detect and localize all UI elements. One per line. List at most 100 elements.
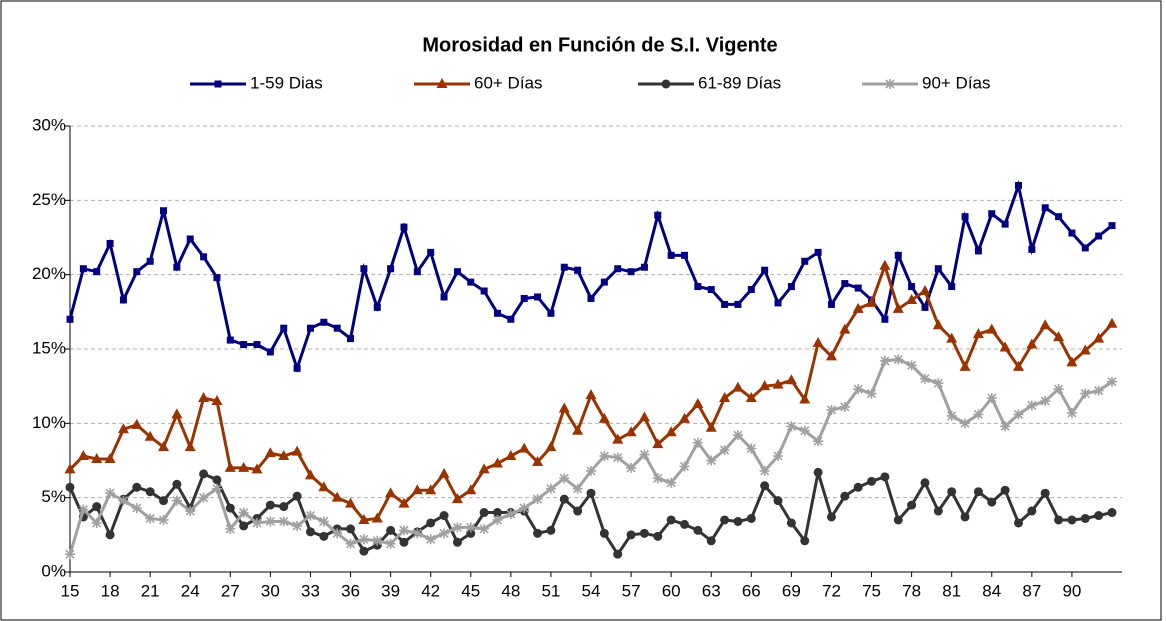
x-tick-label: 69 — [782, 581, 801, 600]
marker — [518, 442, 530, 453]
marker — [946, 332, 958, 343]
marker — [652, 473, 663, 484]
x-tick-label: 36 — [341, 581, 360, 600]
marker — [265, 516, 276, 527]
marker — [734, 300, 742, 308]
marker — [159, 496, 169, 506]
marker — [681, 251, 689, 259]
marker — [1013, 518, 1023, 528]
y-tick-label: 5% — [41, 487, 66, 506]
marker — [491, 457, 503, 468]
marker — [144, 430, 156, 441]
marker — [372, 535, 383, 546]
marker — [906, 360, 917, 371]
marker — [866, 296, 878, 307]
marker — [1054, 515, 1064, 525]
marker — [721, 300, 729, 308]
marker — [440, 293, 448, 301]
marker — [131, 503, 142, 514]
marker — [1066, 407, 1077, 418]
marker — [747, 286, 755, 294]
marker — [772, 378, 784, 389]
marker — [786, 421, 797, 432]
marker — [505, 450, 517, 461]
marker — [933, 378, 944, 389]
marker — [586, 488, 596, 498]
marker — [572, 483, 583, 494]
marker — [291, 445, 303, 456]
marker — [105, 530, 115, 540]
marker — [1066, 356, 1078, 367]
marker — [558, 402, 570, 413]
legend-label: 1-59 Dias — [250, 73, 323, 92]
marker — [293, 364, 301, 372]
marker — [331, 491, 343, 502]
marker — [614, 265, 622, 273]
marker — [79, 265, 87, 273]
marker — [692, 437, 703, 448]
marker — [413, 268, 421, 276]
marker — [866, 388, 877, 399]
marker — [240, 341, 248, 349]
marker — [213, 274, 221, 282]
marker — [345, 538, 356, 549]
marker — [986, 393, 997, 404]
x-tick-label: 30 — [261, 581, 280, 600]
marker — [665, 426, 677, 437]
marker — [533, 528, 543, 538]
marker — [546, 525, 556, 535]
x-tick-label: 90 — [1062, 581, 1081, 600]
marker — [639, 528, 649, 538]
x-tick-label: 60 — [662, 581, 681, 600]
marker — [117, 423, 129, 434]
marker — [371, 512, 383, 523]
marker — [359, 546, 369, 556]
marker — [158, 514, 169, 525]
marker — [705, 421, 717, 432]
marker — [813, 467, 823, 477]
marker — [586, 465, 596, 476]
marker — [252, 517, 263, 528]
legend-marker — [214, 80, 222, 88]
marker — [801, 257, 809, 265]
marker — [467, 278, 475, 286]
marker — [786, 518, 796, 528]
marker — [854, 284, 862, 292]
marker — [305, 510, 316, 521]
marker — [1053, 331, 1065, 342]
marker — [759, 465, 770, 476]
marker — [346, 524, 356, 534]
marker — [694, 283, 702, 291]
marker — [1081, 244, 1089, 252]
marker — [318, 516, 329, 527]
legend-label: 60+ Días — [474, 73, 543, 92]
x-tick-label: 87 — [1022, 581, 1041, 600]
marker — [507, 315, 515, 323]
marker — [118, 495, 129, 506]
marker — [1041, 204, 1049, 212]
marker — [599, 528, 609, 538]
marker — [1039, 319, 1051, 330]
marker — [760, 481, 770, 491]
marker — [198, 392, 210, 403]
legend-label: 61-89 Días — [698, 73, 781, 92]
marker — [1028, 245, 1036, 253]
marker — [827, 300, 835, 308]
marker — [572, 424, 584, 435]
marker — [881, 315, 889, 323]
marker — [106, 239, 114, 247]
marker — [452, 522, 463, 533]
marker — [332, 528, 343, 539]
marker — [946, 410, 957, 421]
y-tick-label: 10% — [32, 413, 66, 432]
marker — [425, 534, 436, 545]
marker — [225, 503, 235, 513]
marker — [198, 492, 209, 503]
marker — [653, 531, 663, 541]
marker — [92, 502, 102, 512]
marker — [908, 283, 916, 291]
marker — [224, 461, 236, 472]
legend-marker — [885, 79, 895, 89]
